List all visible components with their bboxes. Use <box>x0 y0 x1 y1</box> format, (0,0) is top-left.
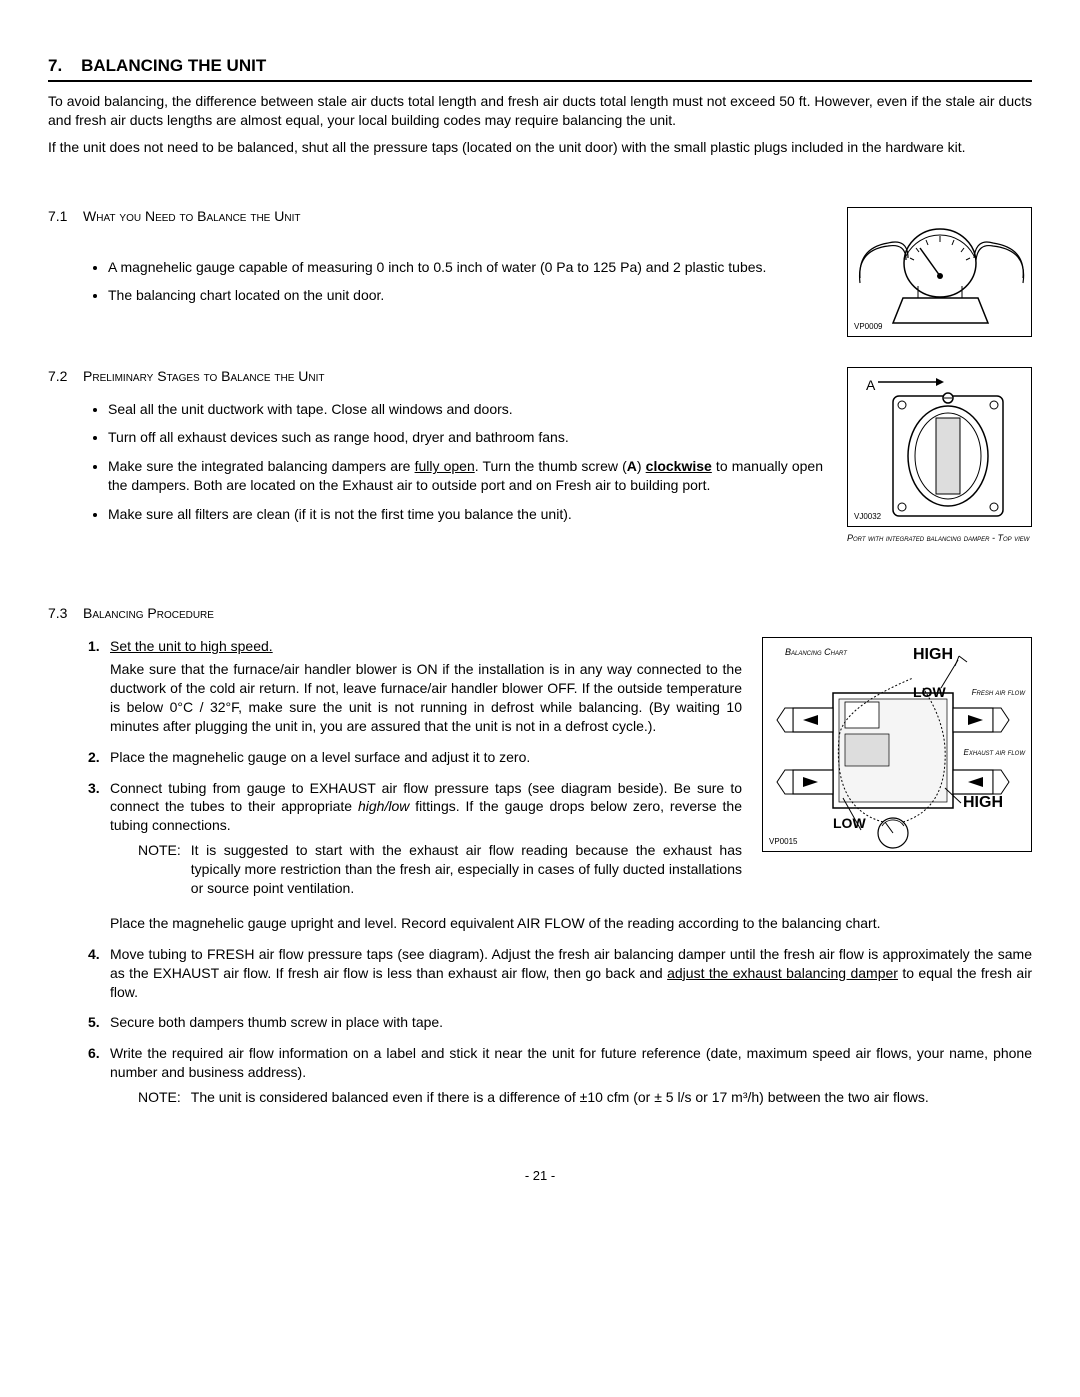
step-item: 4. Move tubing to FRESH air flow pressur… <box>88 945 1032 1002</box>
list-item: The balancing chart located on the unit … <box>108 286 827 305</box>
subsection-7-3: 7.3 Balancing Procedure 1. Set the unit … <box>48 604 1032 1107</box>
figure-code: VP0015 <box>769 837 797 848</box>
figure-code: VJ0032 <box>854 512 881 523</box>
subsection-7-1: 7.1 What you Need to Balance the Unit A … <box>48 207 1032 337</box>
balancing-diagram: Balancing Chart HIGH LOW Fresh air flow … <box>762 637 1032 852</box>
list-item: Make sure the integrated balancing dampe… <box>108 457 827 495</box>
step-item: 2. Place the magnehelic gauge on a level… <box>88 748 742 767</box>
section-heading: 7. BALANCING THE UNIT <box>48 55 1032 82</box>
subsection-7-2: 7.2 Preliminary Stages to Balance the Un… <box>48 367 1032 545</box>
subsection-heading: 7.3 Balancing Procedure <box>48 604 1032 623</box>
annot-fresh-air: Fresh air flow <box>972 688 1025 699</box>
annotation-a: A <box>866 376 875 395</box>
annot-low: LOW <box>833 814 866 833</box>
section-title: BALANCING THE UNIT <box>81 56 266 75</box>
list-item: Turn off all exhaust devices such as ran… <box>108 428 827 447</box>
annot-high: HIGH <box>963 792 1003 814</box>
intro-paragraph: To avoid balancing, the difference betwe… <box>48 92 1032 130</box>
page-number: - 21 - <box>48 1167 1032 1185</box>
damper-diagram: A <box>847 367 1032 527</box>
step-item: 6. Write the required air flow informati… <box>88 1044 1032 1107</box>
subsection-heading: 7.1 What you Need to Balance the Unit <box>48 207 827 226</box>
step-item: 5. Secure both dampers thumb screw in pl… <box>88 1013 1032 1032</box>
note-label: NOTE: <box>138 841 181 898</box>
section-number: 7. <box>48 56 62 75</box>
figure-code: VP0009 <box>854 322 882 333</box>
intro-paragraph: If the unit does not need to be balanced… <box>48 138 1032 157</box>
subsection-heading: 7.2 Preliminary Stages to Balance the Un… <box>48 367 827 386</box>
figure-caption: Port with integrated balancing damper - … <box>847 533 1032 545</box>
step-item: 3. Connect tubing from gauge to EXHAUST … <box>88 779 742 898</box>
annot-low: LOW <box>913 683 946 702</box>
step3-post: Place the magnehelic gauge upright and l… <box>48 914 1032 933</box>
annot-exhaust-air: Exhaust air flow <box>964 748 1025 759</box>
gauge-diagram: VP0009 <box>847 207 1032 337</box>
list-item: Seal all the unit ductwork with tape. Cl… <box>108 400 827 419</box>
list-item: A magnehelic gauge capable of measuring … <box>108 258 827 277</box>
step-item: 1. Set the unit to high speed. Make sure… <box>88 637 742 735</box>
note-label: NOTE: <box>138 1088 181 1107</box>
annot-high: HIGH <box>913 644 953 666</box>
annot-balancing-chart: Balancing Chart <box>785 648 847 657</box>
list-item: Make sure all filters are clean (if it i… <box>108 505 827 524</box>
